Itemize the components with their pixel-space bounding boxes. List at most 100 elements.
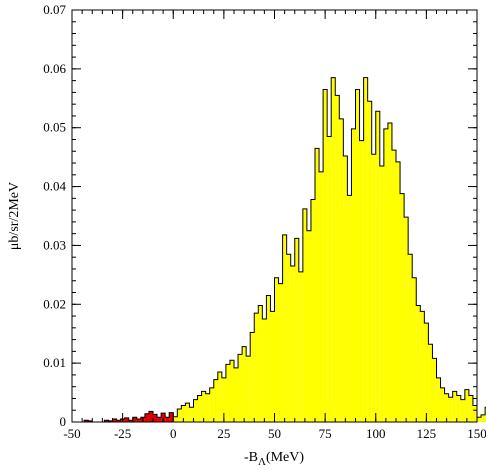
histogram-bin xyxy=(375,111,380,422)
histogram-bin xyxy=(468,395,473,422)
histogram-bin xyxy=(396,161,401,422)
histogram-bin xyxy=(460,399,465,422)
histogram-bin xyxy=(383,128,388,423)
histogram-bin xyxy=(416,305,421,422)
histogram-bin xyxy=(88,420,93,422)
x-tick-label: 0 xyxy=(170,426,177,441)
histogram-bin xyxy=(165,417,170,422)
histogram-bin xyxy=(379,165,384,422)
histogram-bin xyxy=(310,199,315,422)
histogram-bin xyxy=(238,354,243,422)
histogram-bin xyxy=(335,95,340,422)
histogram-bin xyxy=(363,77,368,422)
x-tick-labels: -50 -25 0 25 50 75 100 125 150 xyxy=(63,426,486,441)
y-tick-label: 0.05 xyxy=(43,120,66,135)
histogram-bin xyxy=(428,344,433,422)
histogram-bin xyxy=(185,403,190,422)
histogram-bin xyxy=(432,358,437,422)
y-tick-label: 0.03 xyxy=(43,237,66,252)
histogram-bin xyxy=(302,208,307,422)
histogram-bars xyxy=(84,77,486,423)
y-tick-label: 0.01 xyxy=(43,355,66,370)
histogram-bin xyxy=(359,140,364,423)
histogram-bin xyxy=(347,195,352,422)
x-axis-label-unit: (MeV) xyxy=(266,450,304,465)
y-tick-label: 0.04 xyxy=(43,179,66,194)
x-tick-label: 125 xyxy=(417,426,437,441)
x-axis-label-main: -B xyxy=(244,450,258,465)
histogram-bin xyxy=(339,118,344,422)
histogram-bin xyxy=(132,417,137,422)
histogram-bin xyxy=(209,387,214,422)
histogram-bin xyxy=(282,234,287,422)
histogram-bin xyxy=(327,136,332,423)
histogram-bin xyxy=(323,89,328,422)
y-tick-label: 0 xyxy=(60,414,67,429)
histogram-bin xyxy=(258,305,263,422)
y-tick-labels: 0 0.01 0.02 0.03 0.04 0.05 0.06 0.07 xyxy=(43,2,66,429)
histogram-bin xyxy=(169,412,174,422)
histogram-bin xyxy=(153,414,158,422)
histogram-bin xyxy=(250,332,255,422)
histogram-bin xyxy=(128,420,133,422)
y-tick-label: 0.07 xyxy=(43,2,66,17)
histogram-bin xyxy=(274,277,279,422)
x-tick-label: -25 xyxy=(114,426,131,441)
histogram-bin xyxy=(112,419,117,422)
histogram-bin xyxy=(262,319,267,422)
axis-ticks xyxy=(71,9,478,423)
histogram-bin xyxy=(242,346,247,422)
histogram-bin xyxy=(298,271,303,422)
histogram-bin xyxy=(319,171,324,422)
histogram-bin xyxy=(189,407,194,422)
x-tick-label: 150 xyxy=(467,426,486,441)
histogram-bin xyxy=(161,413,166,422)
histogram-bin xyxy=(225,364,230,422)
histogram-bin xyxy=(294,238,299,422)
histogram-bin xyxy=(144,413,149,422)
histogram-bin xyxy=(197,395,202,422)
histogram-bin xyxy=(136,419,141,422)
histogram-bin xyxy=(481,414,486,422)
x-axis-label-subscript: Λ xyxy=(258,456,266,468)
x-axis-label: -BΛ(MeV) xyxy=(244,450,304,468)
histogram-bin xyxy=(404,217,409,422)
x-tick-label: 25 xyxy=(217,426,230,441)
histogram-bin xyxy=(391,150,396,422)
histogram-bin xyxy=(213,379,218,422)
histogram-bin xyxy=(116,420,121,422)
x-tick-label: -50 xyxy=(63,426,80,441)
histogram-bin xyxy=(201,391,206,422)
histogram-bin xyxy=(286,254,291,422)
histogram-bin xyxy=(229,360,234,422)
histogram-bin xyxy=(436,377,441,422)
histogram-bin xyxy=(278,283,283,422)
histogram-bin xyxy=(400,193,405,422)
histogram-bin xyxy=(173,416,178,422)
histogram-bin xyxy=(193,399,198,422)
histogram-bin xyxy=(246,356,251,422)
histogram-bin xyxy=(464,389,469,422)
histogram-bin xyxy=(108,420,113,422)
histogram-bin xyxy=(408,254,413,422)
histogram-bin xyxy=(124,417,129,422)
y-tick-label: 0.02 xyxy=(43,296,66,311)
histogram-bin xyxy=(234,367,239,422)
histogram-bin xyxy=(221,377,226,422)
histogram-bin xyxy=(452,391,457,422)
x-tick-label: 50 xyxy=(268,426,281,441)
histogram-bin xyxy=(367,101,372,422)
histogram-bin xyxy=(448,397,453,422)
histogram-bin xyxy=(331,77,336,422)
histogram-bin xyxy=(290,266,295,422)
histogram-bin xyxy=(181,405,186,422)
y-tick-label: 0.06 xyxy=(43,61,66,76)
histogram-bin xyxy=(306,230,311,422)
histogram-bin xyxy=(148,411,153,422)
histogram-bin xyxy=(270,311,275,422)
histogram-outline xyxy=(72,77,486,423)
histogram-bin xyxy=(424,323,429,422)
histogram-bin xyxy=(315,148,320,423)
x-tick-label: 75 xyxy=(319,426,332,441)
